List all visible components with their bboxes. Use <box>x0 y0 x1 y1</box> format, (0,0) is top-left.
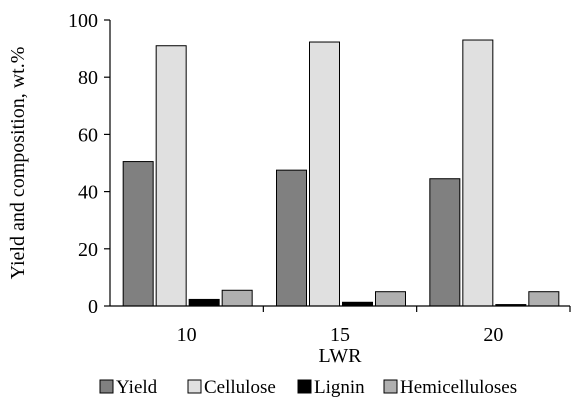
legend-item-yield: Yield <box>99 377 158 398</box>
bar-hemicelluloses-10 <box>221 289 253 307</box>
y-axis-ticks: 0 20 40 60 80 100 <box>68 10 110 318</box>
y-tick-label: 0 <box>88 296 98 318</box>
bar-yield-15 <box>276 169 307 307</box>
bar-hemicelluloses-15 <box>375 291 406 307</box>
bar-cellulose-20 <box>462 39 494 307</box>
legend-item-lignin: Lignin <box>297 377 365 398</box>
y-tick-label: 80 <box>78 67 98 89</box>
legend-swatch <box>99 379 114 394</box>
bar-cellulose-15 <box>309 41 340 307</box>
legend-item-hemicelluloses: Hemicelluloses <box>383 377 517 398</box>
y-tick-label: 60 <box>78 124 98 146</box>
legend-label: Hemicelluloses <box>400 377 517 398</box>
legend-label: Cellulose <box>204 377 276 398</box>
y-tick-label: 100 <box>68 10 98 32</box>
bar-yield-10 <box>122 161 154 307</box>
legend-label: Yield <box>116 377 158 398</box>
legend: Yield Cellulose Lignin Hemicelluloses <box>99 377 517 398</box>
y-axis-label: Yield and composition, wt.% <box>7 47 29 280</box>
legend-swatch <box>297 379 312 394</box>
x-axis-ticks: 10 15 20 <box>177 306 571 346</box>
bar-yield-20 <box>429 178 461 307</box>
legend-label: Lignin <box>314 377 365 398</box>
legend-swatch <box>383 379 398 394</box>
bar-hemicelluloses-20 <box>528 291 560 307</box>
y-tick-label: 20 <box>78 239 98 261</box>
bars <box>122 39 560 307</box>
y-tick-label: 40 <box>78 182 98 204</box>
legend-swatch <box>187 379 202 394</box>
x-tick-label: 10 <box>177 324 197 346</box>
x-tick-label: 20 <box>483 324 503 346</box>
x-tick-label: 15 <box>330 324 350 346</box>
bar-cellulose-10 <box>155 45 187 307</box>
x-axis-label: LWR <box>319 345 363 367</box>
bar-lignin-10 <box>188 298 220 307</box>
legend-item-cellulose: Cellulose <box>187 377 276 398</box>
